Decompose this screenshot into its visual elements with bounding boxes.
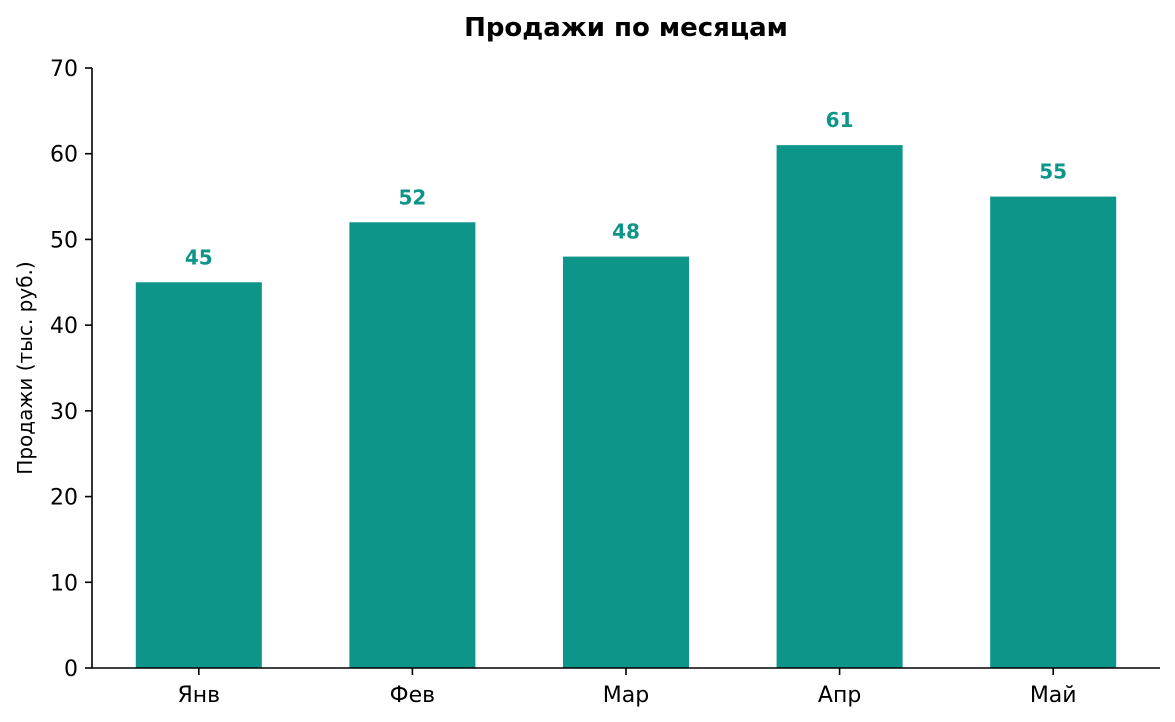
data-label: 52	[398, 185, 426, 209]
y-tick-label: 0	[64, 657, 78, 682]
x-tick-label: Апр	[818, 683, 861, 708]
y-tick-label: 10	[50, 571, 78, 596]
y-tick-label: 20	[50, 486, 78, 511]
y-tick-label: 50	[50, 228, 78, 253]
y-axis-label: Продажи (тыс. руб.)	[13, 261, 37, 474]
bar	[349, 222, 476, 669]
bar	[776, 145, 903, 669]
y-tick-label: 60	[50, 143, 78, 168]
data-label: 55	[1039, 160, 1067, 184]
bar	[135, 282, 262, 668]
data-label: 48	[612, 220, 640, 244]
data-label: 61	[826, 108, 854, 132]
y-tick-label: 40	[50, 314, 78, 339]
bars-group	[135, 145, 1117, 669]
x-tick-label: Май	[1030, 683, 1077, 708]
data-labels-group: 45 52 48 61 55	[185, 108, 1067, 269]
bar	[562, 256, 690, 668]
y-axis-ticks: 0 10 20 30 40 50 60 70	[50, 57, 92, 682]
bar	[990, 196, 1117, 669]
data-label: 45	[185, 245, 213, 269]
x-tick-label: Мар	[603, 683, 649, 708]
chart-title: Продажи по месяцам	[464, 13, 788, 43]
x-axis-ticks: Янв Фев Мар Апр Май	[177, 668, 1077, 708]
y-tick-label: 30	[50, 400, 78, 425]
x-tick-label: Янв	[177, 683, 220, 708]
x-tick-label: Фев	[390, 683, 435, 708]
y-tick-label: 70	[50, 57, 78, 82]
